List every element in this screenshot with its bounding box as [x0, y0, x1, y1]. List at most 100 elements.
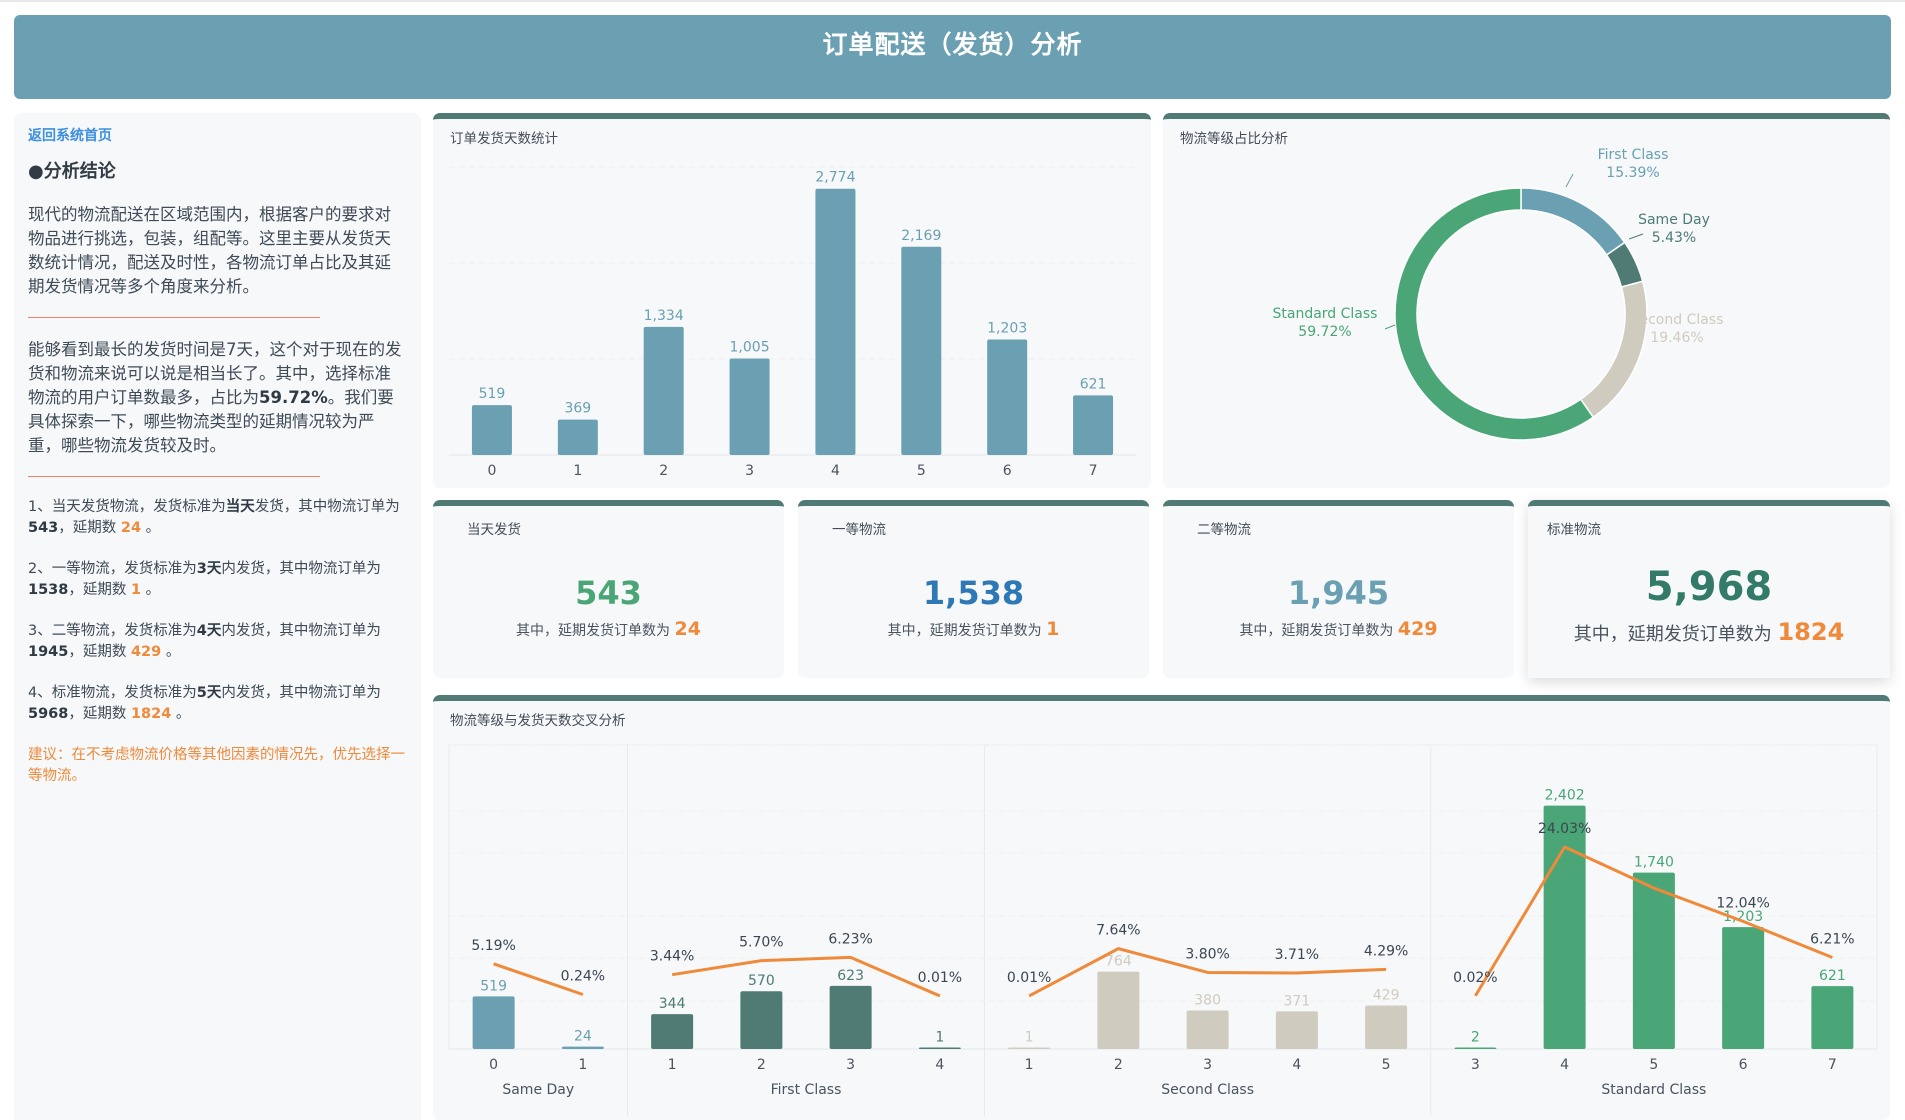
- bar-value-label: 1,005: [730, 340, 770, 356]
- slice-percent-label: 5.43%: [1652, 230, 1696, 246]
- kpi-value: 1,945: [1287, 574, 1390, 612]
- item-text: ，延期数: [68, 582, 131, 598]
- bar: [815, 188, 856, 456]
- bar-value-label: 24: [574, 1029, 592, 1045]
- kpi-card-first-class: 一等物流 1,538 其中，延期发货订单数为 1: [798, 500, 1149, 678]
- kpi-card-same-day: 当天发货 543 其中，延期发货订单数为 24: [433, 500, 784, 678]
- x-tick-label: 4: [1292, 1057, 1301, 1073]
- bar: [729, 358, 770, 455]
- conclusion-item: 3、二等物流，发货标准为4天内发货，其中物流订单为 1945，延期数 429 。: [28, 621, 407, 663]
- percent-label: 0.01%: [1007, 970, 1051, 986]
- class-share-card: 物流等级占比分析 First Class 15.39% Same Day 5.43% S…: [1163, 113, 1890, 488]
- kpi-title: 当天发货: [467, 522, 521, 538]
- observation-part: 能够看到最长的发货时间是7天，这个对于现在的发货和物流来说可以说是相当长了。其中…: [28, 340, 402, 407]
- bar: [557, 419, 598, 455]
- bar-value-label: 2,774: [815, 170, 855, 186]
- bar-value-label: 1,740: [1634, 855, 1674, 871]
- bar: [829, 985, 872, 1049]
- percent-label: 12.04%: [1716, 895, 1769, 911]
- bar: [740, 991, 783, 1049]
- bar-value-label: 623: [837, 968, 864, 984]
- percent-label: 24.03%: [1538, 821, 1591, 837]
- analysis-panel: 返回系统首页 ●分析结论 现代的物流配送在区域范围内，根据客户的要求对物品进行挑…: [14, 113, 421, 1120]
- advice-text: 建议：在不考虑物流价格等其他因素的情况先，优先选择一等物流。: [28, 747, 405, 784]
- percent-label: 0.02%: [1453, 970, 1497, 986]
- x-tick-label: 2: [1114, 1057, 1123, 1073]
- kpi-title: 标准物流: [1547, 522, 1601, 538]
- percent-label: 3.44%: [650, 949, 694, 965]
- kpi-title: 一等物流: [832, 522, 886, 538]
- divider: [28, 317, 320, 318]
- donut-slice: [1520, 187, 1626, 256]
- x-tick-label: 1: [573, 463, 582, 479]
- bar: [1543, 805, 1586, 1049]
- kpi-sub: 其中，延期发货订单数为 1824: [1528, 618, 1890, 646]
- bar: [1073, 395, 1114, 455]
- bar: [471, 405, 512, 455]
- label-leader-line: [1384, 324, 1396, 330]
- item-standard: 5天: [196, 685, 222, 701]
- home-link[interactable]: 返回系统首页: [28, 128, 112, 144]
- x-tick-label: 4: [831, 463, 840, 479]
- x-tick-label: 3: [846, 1057, 855, 1073]
- card-title: 物流等级与发货天数交叉分析: [450, 713, 626, 729]
- bar: [1186, 1010, 1229, 1049]
- kpi-delay: 1: [1046, 618, 1060, 640]
- item-text: ，延期数: [58, 520, 121, 536]
- top-border: [0, 0, 1905, 2]
- x-tick-label: 4: [935, 1057, 944, 1073]
- percent-label: 4.29%: [1364, 943, 1408, 959]
- x-tick-label: 3: [745, 463, 754, 479]
- group-label: Second Class: [1161, 1082, 1254, 1098]
- bar: [472, 996, 515, 1049]
- group-label: First Class: [771, 1082, 842, 1098]
- percent-label: 6.23%: [828, 931, 872, 947]
- item-orders: 1945: [28, 644, 69, 660]
- item-delay: 24: [120, 520, 142, 536]
- item-text: 发货，其中物流订单为: [254, 499, 400, 515]
- group-label: Standard Class: [1601, 1082, 1706, 1098]
- kpi-sub-label: 其中，延期发货订单数为: [1573, 624, 1772, 645]
- bar: [1722, 927, 1765, 1049]
- bar-value-label: 344: [659, 996, 686, 1012]
- bar-value-label: 621: [1819, 968, 1846, 984]
- bar-value-label: 2: [1471, 1030, 1480, 1046]
- item-text: 3、二等物流，发货标准为: [28, 623, 197, 639]
- bar: [918, 1047, 961, 1049]
- item-text: 2、一等物流，发货标准为: [28, 561, 197, 577]
- x-tick-label: 1: [668, 1057, 677, 1073]
- divider: [28, 476, 320, 477]
- bar: [1097, 971, 1140, 1049]
- conclusion-list: 1、当天发货物流，发货标准为当天发货，其中物流订单为543，延期数 24 。 2、…: [28, 497, 407, 725]
- conclusion-item: 2、一等物流，发货标准为3天内发货，其中物流订单为 1538，延期数 1 。: [28, 559, 407, 601]
- bar: [561, 1046, 604, 1049]
- x-tick-label: 3: [1203, 1057, 1212, 1073]
- item-text: 1、当天发货物流，发货标准为: [28, 499, 226, 515]
- item-orders: 543: [28, 520, 59, 536]
- x-tick-label: 6: [1003, 463, 1012, 479]
- bar-value-label: 764: [1105, 954, 1132, 970]
- bar-value-label: 1: [1025, 1030, 1034, 1046]
- intro-text: 现代的物流配送在区域范围内，根据客户的要求对物品进行挑选，包装，组配等。这里主要…: [28, 205, 391, 296]
- x-tick-label: 5: [1649, 1057, 1658, 1073]
- kpi-delay: 24: [674, 618, 701, 640]
- bar-value-label: 621: [1080, 376, 1107, 392]
- kpi-sub: 其中，延期发货订单数为 429: [1163, 618, 1514, 640]
- x-tick-label: 0: [487, 463, 496, 479]
- slice-name-label: Same Day: [1638, 212, 1710, 228]
- card-title: 订单发货天数统计: [450, 131, 558, 147]
- ship-days-card: 订单发货天数统计 519 0 369 1 1,334 2 1,005 3 2,774 4 2,169…: [433, 113, 1151, 488]
- item-text: ，延期数: [68, 706, 131, 722]
- group-label: Same Day: [502, 1082, 574, 1098]
- percent-label: 3.80%: [1185, 946, 1229, 962]
- card-title: 物流等级占比分析: [1180, 131, 1288, 147]
- item-text: 内发货，其中物流订单为: [221, 623, 381, 639]
- item-orders: 5968: [28, 706, 69, 722]
- label-leader-line: [1565, 173, 1574, 188]
- x-tick-label: 3: [1471, 1057, 1480, 1073]
- bar: [651, 1014, 694, 1049]
- standard-share-value: 59.72%: [259, 388, 328, 407]
- kpi-value: 543: [575, 574, 642, 612]
- item-delay: 1: [130, 582, 142, 598]
- item-delay: 1824: [130, 706, 172, 722]
